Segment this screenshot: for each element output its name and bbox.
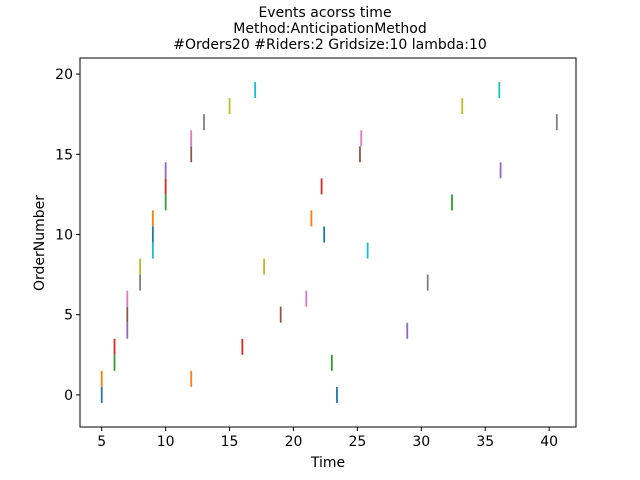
y-tick-label: 20 (55, 67, 73, 83)
data-marks (100, 82, 558, 403)
chart-title-line-1: Events acorss time (258, 5, 391, 21)
x-tick-label: 35 (476, 434, 494, 450)
y-tick-label: 0 (64, 388, 73, 404)
y-tick-label: 5 (64, 308, 73, 324)
x-tick-label: 20 (285, 434, 303, 450)
plot-frame (79, 57, 577, 428)
x-tick-label: 5 (97, 434, 106, 450)
x-tick-label: 15 (221, 434, 239, 450)
x-tick-label: 40 (540, 434, 558, 450)
axis-ticks: 5 10 15 20 25 30 35 40 0 5 10 15 20 (55, 67, 558, 450)
x-axis-label: Time (310, 455, 345, 471)
y-tick-label: 15 (55, 147, 73, 163)
y-axis-label: OrderNumber (32, 195, 48, 291)
chart-title-line-3: #Orders20 #Riders:2 Gridsize:10 lambda:1… (173, 37, 487, 53)
x-tick-label: 25 (348, 434, 366, 450)
x-tick-label: 30 (412, 434, 430, 450)
chart-title-line-2: Method:AnticipationMethod (233, 21, 426, 37)
y-tick-label: 10 (55, 227, 73, 243)
x-tick-label: 10 (157, 434, 175, 450)
